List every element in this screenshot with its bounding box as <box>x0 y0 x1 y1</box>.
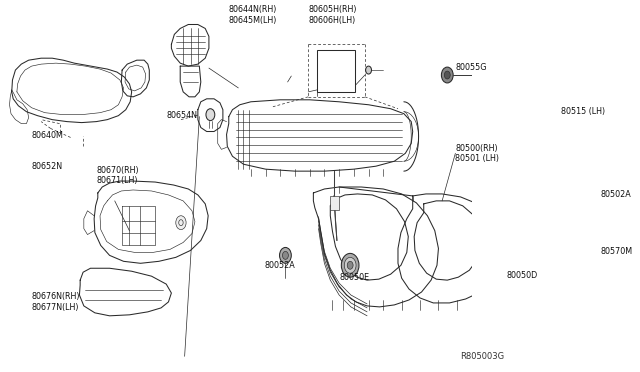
Text: 80644N(RH)
80645M(LH): 80644N(RH) 80645M(LH) <box>228 5 277 25</box>
Text: 80502A: 80502A <box>600 190 631 199</box>
Circle shape <box>206 109 215 121</box>
Circle shape <box>496 277 505 289</box>
Circle shape <box>344 257 356 273</box>
Text: 80654N: 80654N <box>166 110 197 120</box>
Circle shape <box>176 216 186 230</box>
Bar <box>330 196 339 210</box>
Circle shape <box>516 227 523 237</box>
Circle shape <box>282 251 289 259</box>
Circle shape <box>444 71 450 79</box>
Text: 80050E: 80050E <box>339 273 369 282</box>
Text: 80050D: 80050D <box>507 271 538 280</box>
Circle shape <box>280 247 291 263</box>
Text: 80652N: 80652N <box>31 162 63 171</box>
Circle shape <box>341 253 359 277</box>
Circle shape <box>596 212 604 222</box>
Text: 80055G: 80055G <box>456 63 487 72</box>
Text: 80676N(RH)
80677N(LH): 80676N(RH) 80677N(LH) <box>31 292 80 312</box>
Text: 80570M: 80570M <box>600 247 632 256</box>
Text: 80052A: 80052A <box>264 261 295 270</box>
Circle shape <box>365 66 371 74</box>
Circle shape <box>348 261 353 269</box>
Text: 80670(RH)
80671(LH): 80670(RH) 80671(LH) <box>97 166 139 185</box>
Circle shape <box>442 67 453 83</box>
Text: 80500(RH)
80501 (LH): 80500(RH) 80501 (LH) <box>456 144 499 163</box>
Text: 80605H(RH)
80606H(LH): 80605H(RH) 80606H(LH) <box>308 5 356 25</box>
Text: 80640M: 80640M <box>31 131 63 141</box>
Text: R805003G: R805003G <box>461 352 505 361</box>
Text: 80515 (LH): 80515 (LH) <box>561 107 605 116</box>
Bar <box>317 50 355 92</box>
